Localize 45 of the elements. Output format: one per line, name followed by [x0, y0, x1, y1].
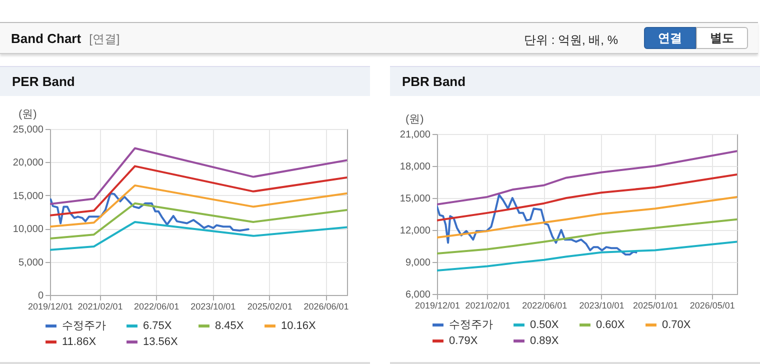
y-tick-label: 21,000 — [400, 130, 431, 140]
chart-title: PBR Band — [402, 74, 466, 89]
x-tick-label: 2022/06/01 — [522, 300, 568, 310]
x-tick-label: 2026/06/01 — [304, 302, 349, 312]
x-tick-label: 2025/02/01 — [247, 302, 292, 312]
legend-label: 수정주가 — [62, 320, 106, 332]
y-tick-label: 9,000 — [405, 258, 431, 268]
legend-label: 11.86X — [62, 336, 97, 348]
y-tick-label: 25,000 — [12, 124, 44, 136]
y-axis-title: (원) — [406, 114, 424, 126]
x-tick-label: 2023/10/01 — [579, 300, 624, 310]
x-tick-label: 2022/06/01 — [134, 302, 180, 312]
text: [연결] — [89, 32, 120, 46]
text: 별도 — [696, 27, 748, 49]
y-tick-label: 15,000 — [400, 194, 431, 204]
legend-label: 13.56X — [143, 336, 179, 348]
x-tick-label: 2025/01/01 — [632, 300, 678, 310]
x-tick-label: 2026/05/01 — [690, 300, 735, 310]
x-tick-label: 2021/02/01 — [78, 302, 123, 312]
legend-label: 0.50X — [530, 319, 560, 331]
x-tick-label: 2019/12/01 — [28, 302, 74, 312]
y-tick-label: 0 — [38, 290, 44, 302]
text: 연결 — [644, 27, 696, 49]
text: Band Chart — [11, 31, 82, 46]
y-tick-label: 18,000 — [400, 162, 431, 172]
legend-label: 0.60X — [596, 319, 626, 331]
legend-label: 0.70X — [662, 319, 692, 331]
chart-title: PER Band — [12, 74, 75, 89]
y-tick-label: 20,000 — [12, 158, 44, 169]
y-tick-label: 12,000 — [400, 226, 431, 236]
legend-label: 0.79X — [449, 335, 478, 347]
legend-label: 6.75X — [143, 320, 172, 332]
legend-label: 10.16X — [281, 320, 317, 332]
y-tick-label: 5,000 — [18, 257, 44, 268]
legend-label: 8.45X — [215, 320, 244, 332]
y-tick-label: 15,000 — [12, 190, 44, 202]
x-tick-label: 2023/10/01 — [190, 302, 236, 312]
legend-label: 수정주가 — [449, 319, 493, 331]
y-axis-title: (원) — [18, 108, 37, 120]
text: 단위 : 억원, 배, % — [524, 32, 618, 49]
x-tick-label: 2021/02/01 — [465, 300, 510, 310]
y-tick-label: 10,000 — [12, 224, 44, 236]
y-tick-label: 6,000 — [405, 290, 431, 300]
legend-label: 0.89X — [530, 335, 560, 347]
x-tick-label: 2019/12/01 — [414, 300, 460, 310]
